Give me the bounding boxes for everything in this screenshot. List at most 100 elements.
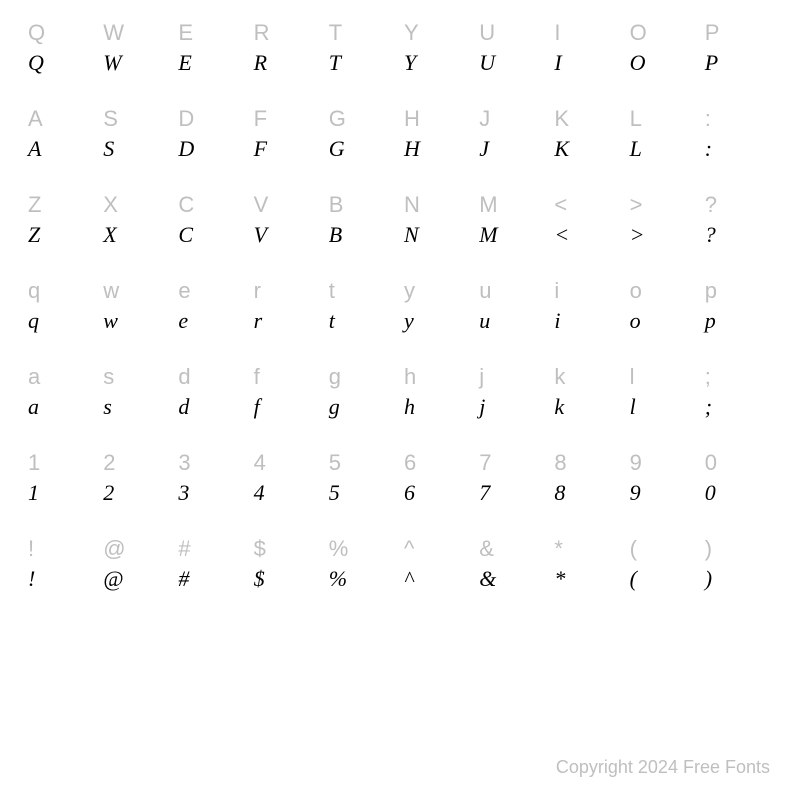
sample-glyph: E xyxy=(174,48,249,104)
sample-row: qwertyuiop xyxy=(24,306,776,362)
sample-glyph: t xyxy=(325,306,400,362)
sample-glyph: D xyxy=(174,134,249,190)
reference-row: 1234567890 xyxy=(24,448,776,478)
sample-glyph: 4 xyxy=(250,478,325,534)
reference-glyph: 9 xyxy=(626,448,701,478)
sample-glyph: 5 xyxy=(325,478,400,534)
reference-glyph: 4 xyxy=(250,448,325,478)
sample-glyph: y xyxy=(400,306,475,362)
sample-glyph: L xyxy=(626,134,701,190)
sample-glyph: u xyxy=(475,306,550,362)
sample-glyph: > xyxy=(626,220,701,276)
sample-glyph: Y xyxy=(400,48,475,104)
reference-glyph: X xyxy=(99,190,174,220)
sample-glyph: 3 xyxy=(174,478,249,534)
reference-glyph: 5 xyxy=(325,448,400,478)
sample-glyph: w xyxy=(99,306,174,362)
sample-glyph: 6 xyxy=(400,478,475,534)
reference-glyph: Z xyxy=(24,190,99,220)
reference-glyph: 3 xyxy=(174,448,249,478)
sample-glyph: T xyxy=(325,48,400,104)
sample-glyph: h xyxy=(400,392,475,448)
sample-glyph: @ xyxy=(99,564,174,620)
sample-glyph: # xyxy=(174,564,249,620)
reference-glyph: ) xyxy=(701,534,776,564)
sample-glyph: ! xyxy=(24,564,99,620)
reference-glyph: R xyxy=(250,18,325,48)
sample-glyph: P xyxy=(701,48,776,104)
reference-glyph: $ xyxy=(250,534,325,564)
reference-glyph: l xyxy=(626,362,701,392)
reference-glyph: : xyxy=(701,104,776,134)
reference-glyph: T xyxy=(325,18,400,48)
sample-glyph: K xyxy=(550,134,625,190)
sample-row: ASDFGHJKL: xyxy=(24,134,776,190)
reference-glyph: O xyxy=(626,18,701,48)
sample-glyph: & xyxy=(475,564,550,620)
reference-glyph: j xyxy=(475,362,550,392)
sample-glyph: l xyxy=(626,392,701,448)
sample-row: QWERTYUIOP xyxy=(24,48,776,104)
sample-glyph: H xyxy=(400,134,475,190)
reference-glyph: F xyxy=(250,104,325,134)
reference-glyph: G xyxy=(325,104,400,134)
sample-glyph: ^ xyxy=(400,564,475,620)
reference-glyph: Y xyxy=(400,18,475,48)
sample-glyph: O xyxy=(626,48,701,104)
reference-glyph: J xyxy=(475,104,550,134)
sample-row: 1234567890 xyxy=(24,478,776,534)
sample-glyph: 1 xyxy=(24,478,99,534)
reference-glyph: * xyxy=(550,534,625,564)
sample-glyph: e xyxy=(174,306,249,362)
reference-glyph: N xyxy=(400,190,475,220)
reference-glyph: # xyxy=(174,534,249,564)
sample-glyph: f xyxy=(250,392,325,448)
sample-glyph: M xyxy=(475,220,550,276)
reference-glyph: @ xyxy=(99,534,174,564)
sample-glyph: a xyxy=(24,392,99,448)
reference-glyph: k xyxy=(550,362,625,392)
sample-glyph: ; xyxy=(701,392,776,448)
reference-glyph: d xyxy=(174,362,249,392)
sample-glyph: N xyxy=(400,220,475,276)
copyright-text: Copyright 2024 Free Fonts xyxy=(556,757,770,778)
sample-glyph: R xyxy=(250,48,325,104)
reference-glyph: & xyxy=(475,534,550,564)
reference-glyph: W xyxy=(99,18,174,48)
reference-glyph: % xyxy=(325,534,400,564)
sample-glyph: $ xyxy=(250,564,325,620)
sample-glyph: : xyxy=(701,134,776,190)
sample-glyph: k xyxy=(550,392,625,448)
reference-glyph: A xyxy=(24,104,99,134)
sample-glyph: j xyxy=(475,392,550,448)
reference-glyph: 1 xyxy=(24,448,99,478)
sample-glyph: 8 xyxy=(550,478,625,534)
reference-glyph: E xyxy=(174,18,249,48)
sample-glyph: i xyxy=(550,306,625,362)
reference-glyph: < xyxy=(550,190,625,220)
sample-glyph: B xyxy=(325,220,400,276)
reference-glyph: y xyxy=(400,276,475,306)
sample-glyph: o xyxy=(626,306,701,362)
reference-glyph: q xyxy=(24,276,99,306)
reference-glyph: g xyxy=(325,362,400,392)
sample-glyph: s xyxy=(99,392,174,448)
sample-glyph: 9 xyxy=(626,478,701,534)
reference-glyph: D xyxy=(174,104,249,134)
reference-glyph: ! xyxy=(24,534,99,564)
reference-glyph: a xyxy=(24,362,99,392)
reference-glyph: h xyxy=(400,362,475,392)
reference-row: qwertyuiop xyxy=(24,276,776,306)
reference-glyph: s xyxy=(99,362,174,392)
sample-glyph: I xyxy=(550,48,625,104)
reference-glyph: S xyxy=(99,104,174,134)
reference-glyph: I xyxy=(550,18,625,48)
reference-glyph: U xyxy=(475,18,550,48)
sample-glyph: G xyxy=(325,134,400,190)
reference-glyph: 7 xyxy=(475,448,550,478)
sample-glyph: S xyxy=(99,134,174,190)
reference-glyph: t xyxy=(325,276,400,306)
sample-glyph: F xyxy=(250,134,325,190)
reference-glyph: 6 xyxy=(400,448,475,478)
reference-glyph: i xyxy=(550,276,625,306)
